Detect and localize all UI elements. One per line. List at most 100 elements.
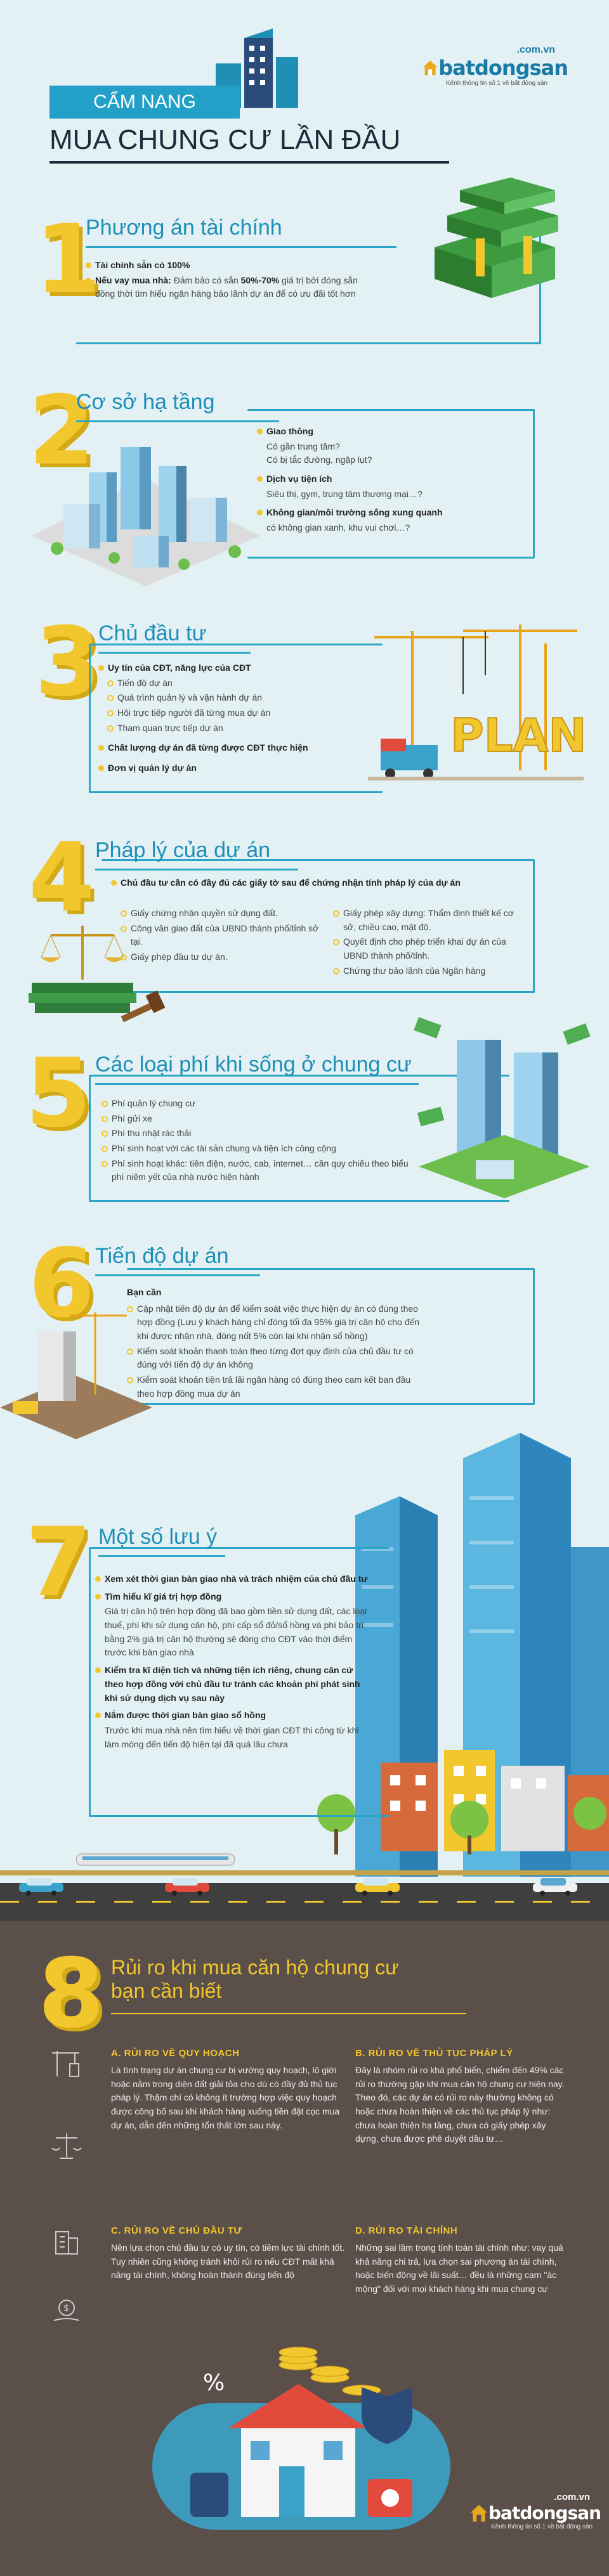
- investor-list: Uy tín của CĐT, năng lực của CĐT Tiến độ…: [98, 661, 371, 777]
- section-3: 3 Chủ đầu tư Uy tín của CĐT, năng lực củ…: [0, 605, 609, 815]
- section-frame: [102, 859, 535, 993]
- bullet-ring-icon: [333, 910, 339, 917]
- car-icon: [19, 1878, 63, 1896]
- street-strip: [0, 1851, 609, 1921]
- bullet-ring-icon: [121, 925, 127, 932]
- section-number: 7: [25, 1508, 92, 1618]
- bullet-ring-icon: [127, 1305, 133, 1312]
- bullet-ring-icon: [127, 1348, 133, 1355]
- section-title: Cơ sở hạ tầng: [76, 390, 215, 414]
- header: CẨM NANG MUA CHUNG CƯ LẦN ĐẦU .com.vn ba…: [0, 0, 609, 178]
- car-icon: [165, 1878, 209, 1896]
- brand-logo[interactable]: .com.vn batdongsan Kênh thông tin số 1 v…: [422, 44, 568, 87]
- section-title: Một số lưu ý: [98, 1525, 218, 1549]
- risk-card-d: D. RỦI RO TÀI CHÍNH Những sai lầm trong …: [355, 2225, 563, 2294]
- section-6: 6 Tiến độ dự án Bạn cần Cập nhật tiến độ…: [0, 1230, 609, 1446]
- bullet-ring-icon: [333, 939, 339, 946]
- logo-domain: .com.vn: [554, 2492, 590, 2502]
- bullet-ring-icon: [102, 1146, 108, 1153]
- footer-logo[interactable]: .com.vn batdongsan Kênh thông tin số 1 v…: [469, 2492, 603, 2530]
- section-title: Tiến độ dự án: [95, 1244, 229, 1268]
- bullet-icon: [257, 510, 263, 516]
- section-title: Chủ đầu tư: [98, 621, 207, 645]
- section-1: 1 Phương án tài chính Tài chính sẵn có 1…: [0, 178, 609, 361]
- svg-text:$: $: [63, 2303, 69, 2314]
- section-frame: [89, 644, 383, 793]
- risk-card-c: C. RỦI RO VỀ CHỦ ĐẦU TƯ Nên lựa chọn chủ…: [111, 2225, 345, 2281]
- bullet-ring-icon: [102, 1160, 108, 1167]
- bullet-ring-icon: [107, 680, 114, 687]
- legal-list-left: Giấy chứng nhận quyền sử dụng đất. Công …: [121, 907, 324, 966]
- bullet-icon: [95, 1593, 101, 1600]
- house-risk-illustration: %: [152, 2346, 450, 2530]
- car-icon: [533, 1878, 577, 1896]
- bullet-icon: [95, 1576, 101, 1582]
- section-7: 7 Một số lưu ý Xem xét thời gian bàn gia…: [0, 1509, 393, 1826]
- building-icon: [216, 29, 298, 108]
- bullet-ring-icon: [102, 1115, 108, 1122]
- legal-list-right: Giấy phép xây dựng: Thẩm định thiết kế c…: [333, 907, 523, 979]
- section-number: 1: [35, 205, 102, 315]
- skyline-illustration: [317, 1433, 609, 1877]
- section-frame: [247, 409, 535, 559]
- progress-list: Bạn cần Cập nhật tiến độ dự án để kiểm s…: [127, 1287, 420, 1399]
- title-rule: [95, 869, 298, 871]
- title-underline: [49, 161, 449, 164]
- road-marking: [0, 1901, 609, 1903]
- section-title: Các loại phí khi sống ở chung cư: [95, 1052, 412, 1077]
- bullet-ring-icon: [121, 910, 127, 917]
- bullet-icon: [86, 277, 91, 283]
- fees-list: Phí quản lý chung cư Phí gửi xe Phí thu …: [102, 1097, 419, 1186]
- infrastructure-list: Giao thông Có gần trung tâm? Có bị tắc đ…: [257, 425, 523, 535]
- tracks: [0, 1870, 609, 1875]
- city-illustration: [32, 447, 260, 586]
- header-ribbon: CẨM NANG: [49, 86, 240, 119]
- bullet-ring-icon: [107, 725, 114, 732]
- logo-tagline: Kênh thông tin số 1 về bất động sản: [491, 2523, 593, 2530]
- section-4: 4 Pháp lý của dự án Chủ đầu tư cần có đầ…: [0, 824, 609, 1033]
- title-rule: [111, 2013, 466, 2014]
- bullet-icon: [98, 745, 104, 751]
- scales-justice-icon: [29, 926, 166, 1023]
- section-2: 2 Cơ sở hạ tầng Giao thông Có gần trung …: [0, 374, 609, 602]
- bullet-ring-icon: [107, 695, 114, 702]
- bullet-ring-icon: [127, 1377, 133, 1384]
- section-frame: [89, 1075, 509, 1202]
- section-title: Phương án tài chính: [86, 216, 282, 240]
- logo-domain: .com.vn: [516, 44, 555, 55]
- logo-tagline: Kênh thông tin số 1 về bất động sản: [446, 80, 548, 87]
- car-icon: [355, 1878, 400, 1896]
- bullet-icon: [257, 429, 263, 434]
- section-number: 4: [29, 823, 95, 933]
- bullet-icon: [98, 765, 104, 772]
- construction-site-illustration: [0, 1312, 152, 1439]
- title-rule: [98, 1555, 225, 1557]
- building-outline-icon: [55, 2231, 78, 2255]
- bullet-icon: [86, 262, 91, 268]
- train-icon: [76, 1853, 235, 1866]
- bullet-icon: [98, 665, 104, 671]
- notes-list: Xem xét thời gian bàn giao nhà và trách …: [95, 1572, 368, 1751]
- section-8: 8 Rủi ro khi mua căn hộ chung cư bạn cần…: [0, 1921, 609, 2576]
- scales-icon: [51, 2133, 82, 2159]
- bullet-ring-icon: [333, 968, 339, 974]
- bullet-ring-icon: [107, 710, 114, 717]
- finance-list: Tài chính sẵn có 100% Nếu vay mua nhà: Đ…: [86, 259, 358, 302]
- bullet-icon: [111, 880, 117, 886]
- money-hand-icon: $: [53, 2300, 80, 2321]
- title-rule: [95, 1274, 260, 1276]
- cranes-illustration: PLAN: [368, 625, 584, 780]
- title-rule: [76, 420, 279, 422]
- bullet-ring-icon: [102, 1130, 108, 1137]
- page-title: MUA CHUNG CƯ LẦN ĐẦU: [49, 124, 401, 155]
- logo-name: batdongsan: [438, 56, 568, 80]
- title-rule: [86, 246, 396, 248]
- house-logo-icon: [422, 60, 438, 75]
- section-frame: [127, 1268, 535, 1405]
- bullet-icon: [95, 1667, 101, 1674]
- risk-card-a: A. RỦI RO VỀ QUY HOẠCH Là tình trạng dự …: [111, 2048, 340, 2130]
- money-stack-icon: [435, 178, 558, 298]
- title-rule: [98, 652, 251, 654]
- section-frame: [89, 1547, 389, 1817]
- bullet-icon: [257, 476, 263, 482]
